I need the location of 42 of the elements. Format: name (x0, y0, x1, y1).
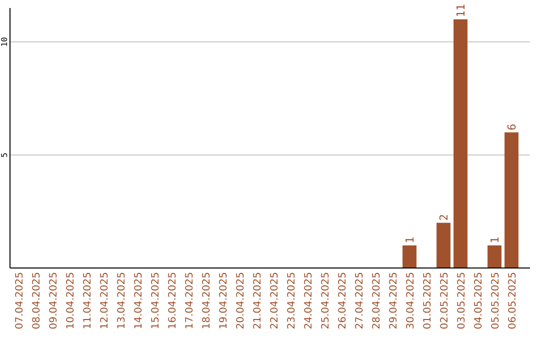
x-tick-label: 01.05.2025 (422, 272, 434, 330)
x-tick-label: 13.04.2025 (116, 272, 128, 330)
x-tick-label: 12.04.2025 (100, 272, 110, 330)
x-tick-label: 02.05.2025 (440, 272, 450, 330)
x-tick-label: 20.04.2025 (236, 272, 246, 330)
y-tick-label: 5 (0, 152, 9, 158)
data-label: 6 (506, 124, 518, 130)
x-tick-label: 10.04.2025 (66, 272, 76, 330)
x-tick-label: 16.04.2025 (168, 272, 178, 330)
bar (402, 245, 416, 268)
x-tick-label: 17.04.2025 (184, 272, 196, 330)
data-label: 1 (488, 236, 502, 244)
x-tick-label: 09.04.2025 (48, 272, 60, 330)
data-label: 1 (404, 236, 416, 244)
x-tick-label: 06.05.2025 (508, 272, 518, 330)
data-label: 2 (438, 214, 450, 221)
x-tick-label: 05.05.2025 (490, 272, 502, 330)
bar (488, 245, 502, 268)
x-tick-label: 28.04.2025 (372, 272, 382, 330)
x-tick-label: 08.04.2025 (32, 272, 42, 330)
bar (454, 19, 468, 268)
x-tick-label: 25.04.2025 (320, 272, 332, 330)
x-tick-label: 24.04.2025 (304, 272, 314, 330)
x-tick-label: 27.04.2025 (354, 272, 366, 330)
x-tick-label: 26.04.2025 (338, 272, 348, 330)
bar (504, 132, 518, 268)
x-tick-label: 18.04.2025 (202, 272, 212, 330)
y-tick-label: 10 (0, 36, 9, 47)
x-tick-label: 21.04.2025 (252, 272, 264, 330)
x-tick-label: 07.04.2025 (14, 272, 26, 330)
x-tick-label: 04.05.2025 (474, 272, 484, 330)
x-tick-label: 30.04.2025 (406, 272, 416, 330)
x-tick-label: 11.04.2025 (82, 272, 94, 330)
data-label: 11 (454, 4, 468, 18)
x-tick-label: 22.04.2025 (270, 272, 280, 330)
bar (436, 222, 450, 268)
x-tick-label: 29.04.2025 (388, 272, 400, 330)
x-tick-label: 19.04.2025 (218, 272, 230, 330)
x-tick-label: 03.05.2025 (456, 272, 468, 330)
x-tick-label: 23.04.2025 (286, 272, 298, 330)
x-tick-label: 15.04.2025 (150, 272, 162, 330)
x-tick-label: 14.04.2025 (134, 272, 144, 330)
